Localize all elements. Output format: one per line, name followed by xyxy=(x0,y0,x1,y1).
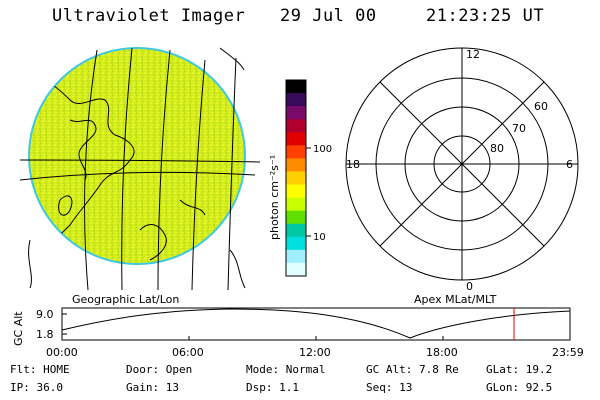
altitude-curve xyxy=(61,308,571,339)
colorbar-unit-label: photon cm⁻²s⁻¹ xyxy=(268,155,281,240)
colorbar-frame xyxy=(285,79,307,277)
altitude-ytick-1_8: 1.8 xyxy=(36,328,54,341)
colorbar-band xyxy=(286,158,306,172)
colorbar xyxy=(286,80,306,277)
status-ip: IP: 36.0 xyxy=(10,381,63,394)
status-mode: Mode: Normal xyxy=(246,363,326,376)
mlt-label-0: 0 xyxy=(466,280,473,293)
coastline-map xyxy=(29,76,206,261)
altitude-ytick-9: 9.0 xyxy=(36,308,54,321)
status-glon: GLon: 92.5 xyxy=(486,381,553,394)
colorbar-band xyxy=(286,184,306,199)
xtick-label-0000: 00:00 xyxy=(46,346,78,359)
altitude-ylabel: GC Alt xyxy=(12,311,25,346)
status-gain: Gain: 13 xyxy=(126,381,179,394)
earth-limb xyxy=(28,47,246,265)
mlt-label-18: 18 xyxy=(346,158,360,171)
xtick-label-1800: 18:00 xyxy=(426,346,458,359)
status-door: Door: Open xyxy=(126,363,193,376)
time-label: 21:23:25 UT xyxy=(426,6,545,26)
status-glat: GLat: 19.2 xyxy=(486,363,553,376)
colorbar-band xyxy=(286,132,306,146)
colorbar-band xyxy=(286,171,306,186)
colorbar-band xyxy=(286,197,306,212)
colorbar-label-100: 100 xyxy=(313,144,332,155)
polar-diagonal-2 xyxy=(379,81,545,247)
colorbar-band xyxy=(286,249,306,264)
date-label: 29 Jul 00 xyxy=(280,6,377,26)
altitude-plot xyxy=(61,307,571,341)
colorbar-band xyxy=(286,106,306,120)
altitude-frame xyxy=(61,307,571,341)
geographic-panel-label: Geographic Lat/Lon xyxy=(72,293,179,306)
colorbar-band xyxy=(286,223,306,238)
mlat-label-70: 70 xyxy=(512,122,526,135)
mlt-label-12: 12 xyxy=(466,48,480,61)
colorbar-band xyxy=(286,93,306,107)
status-seq: Seq: 13 xyxy=(366,381,413,394)
xtick-label-0600: 06:00 xyxy=(172,346,204,359)
outer-coastline xyxy=(28,47,246,289)
status-gcalt: GC Alt: 7.8 Re xyxy=(366,363,459,376)
xtick-label-1200: 12:00 xyxy=(299,346,331,359)
earth-disk xyxy=(29,48,245,264)
geographic-image xyxy=(19,47,261,291)
colorbar-band xyxy=(286,145,306,159)
app-title: Ultraviolet Imager xyxy=(52,6,246,26)
mlat-label-80: 80 xyxy=(490,142,504,155)
polar-plot xyxy=(345,47,579,281)
lat-lon-grid xyxy=(19,47,261,291)
mlt-label-6: 6 xyxy=(566,158,573,171)
colorbar-band xyxy=(286,119,306,133)
colorbar-band xyxy=(286,236,306,251)
status-flt: Flt: HOME xyxy=(10,363,70,376)
status-dsp: Dsp: 1.1 xyxy=(246,381,299,394)
colorbar-band xyxy=(286,210,306,225)
apex-panel-label: Apex MLat/MLT xyxy=(414,293,497,306)
colorbar-band xyxy=(286,262,306,277)
xtick-label-2359: 23:59 xyxy=(552,346,584,359)
colorbar-label-10: 10 xyxy=(313,232,326,243)
colorbar-band xyxy=(286,80,306,94)
mlat-label-60: 60 xyxy=(534,100,548,113)
